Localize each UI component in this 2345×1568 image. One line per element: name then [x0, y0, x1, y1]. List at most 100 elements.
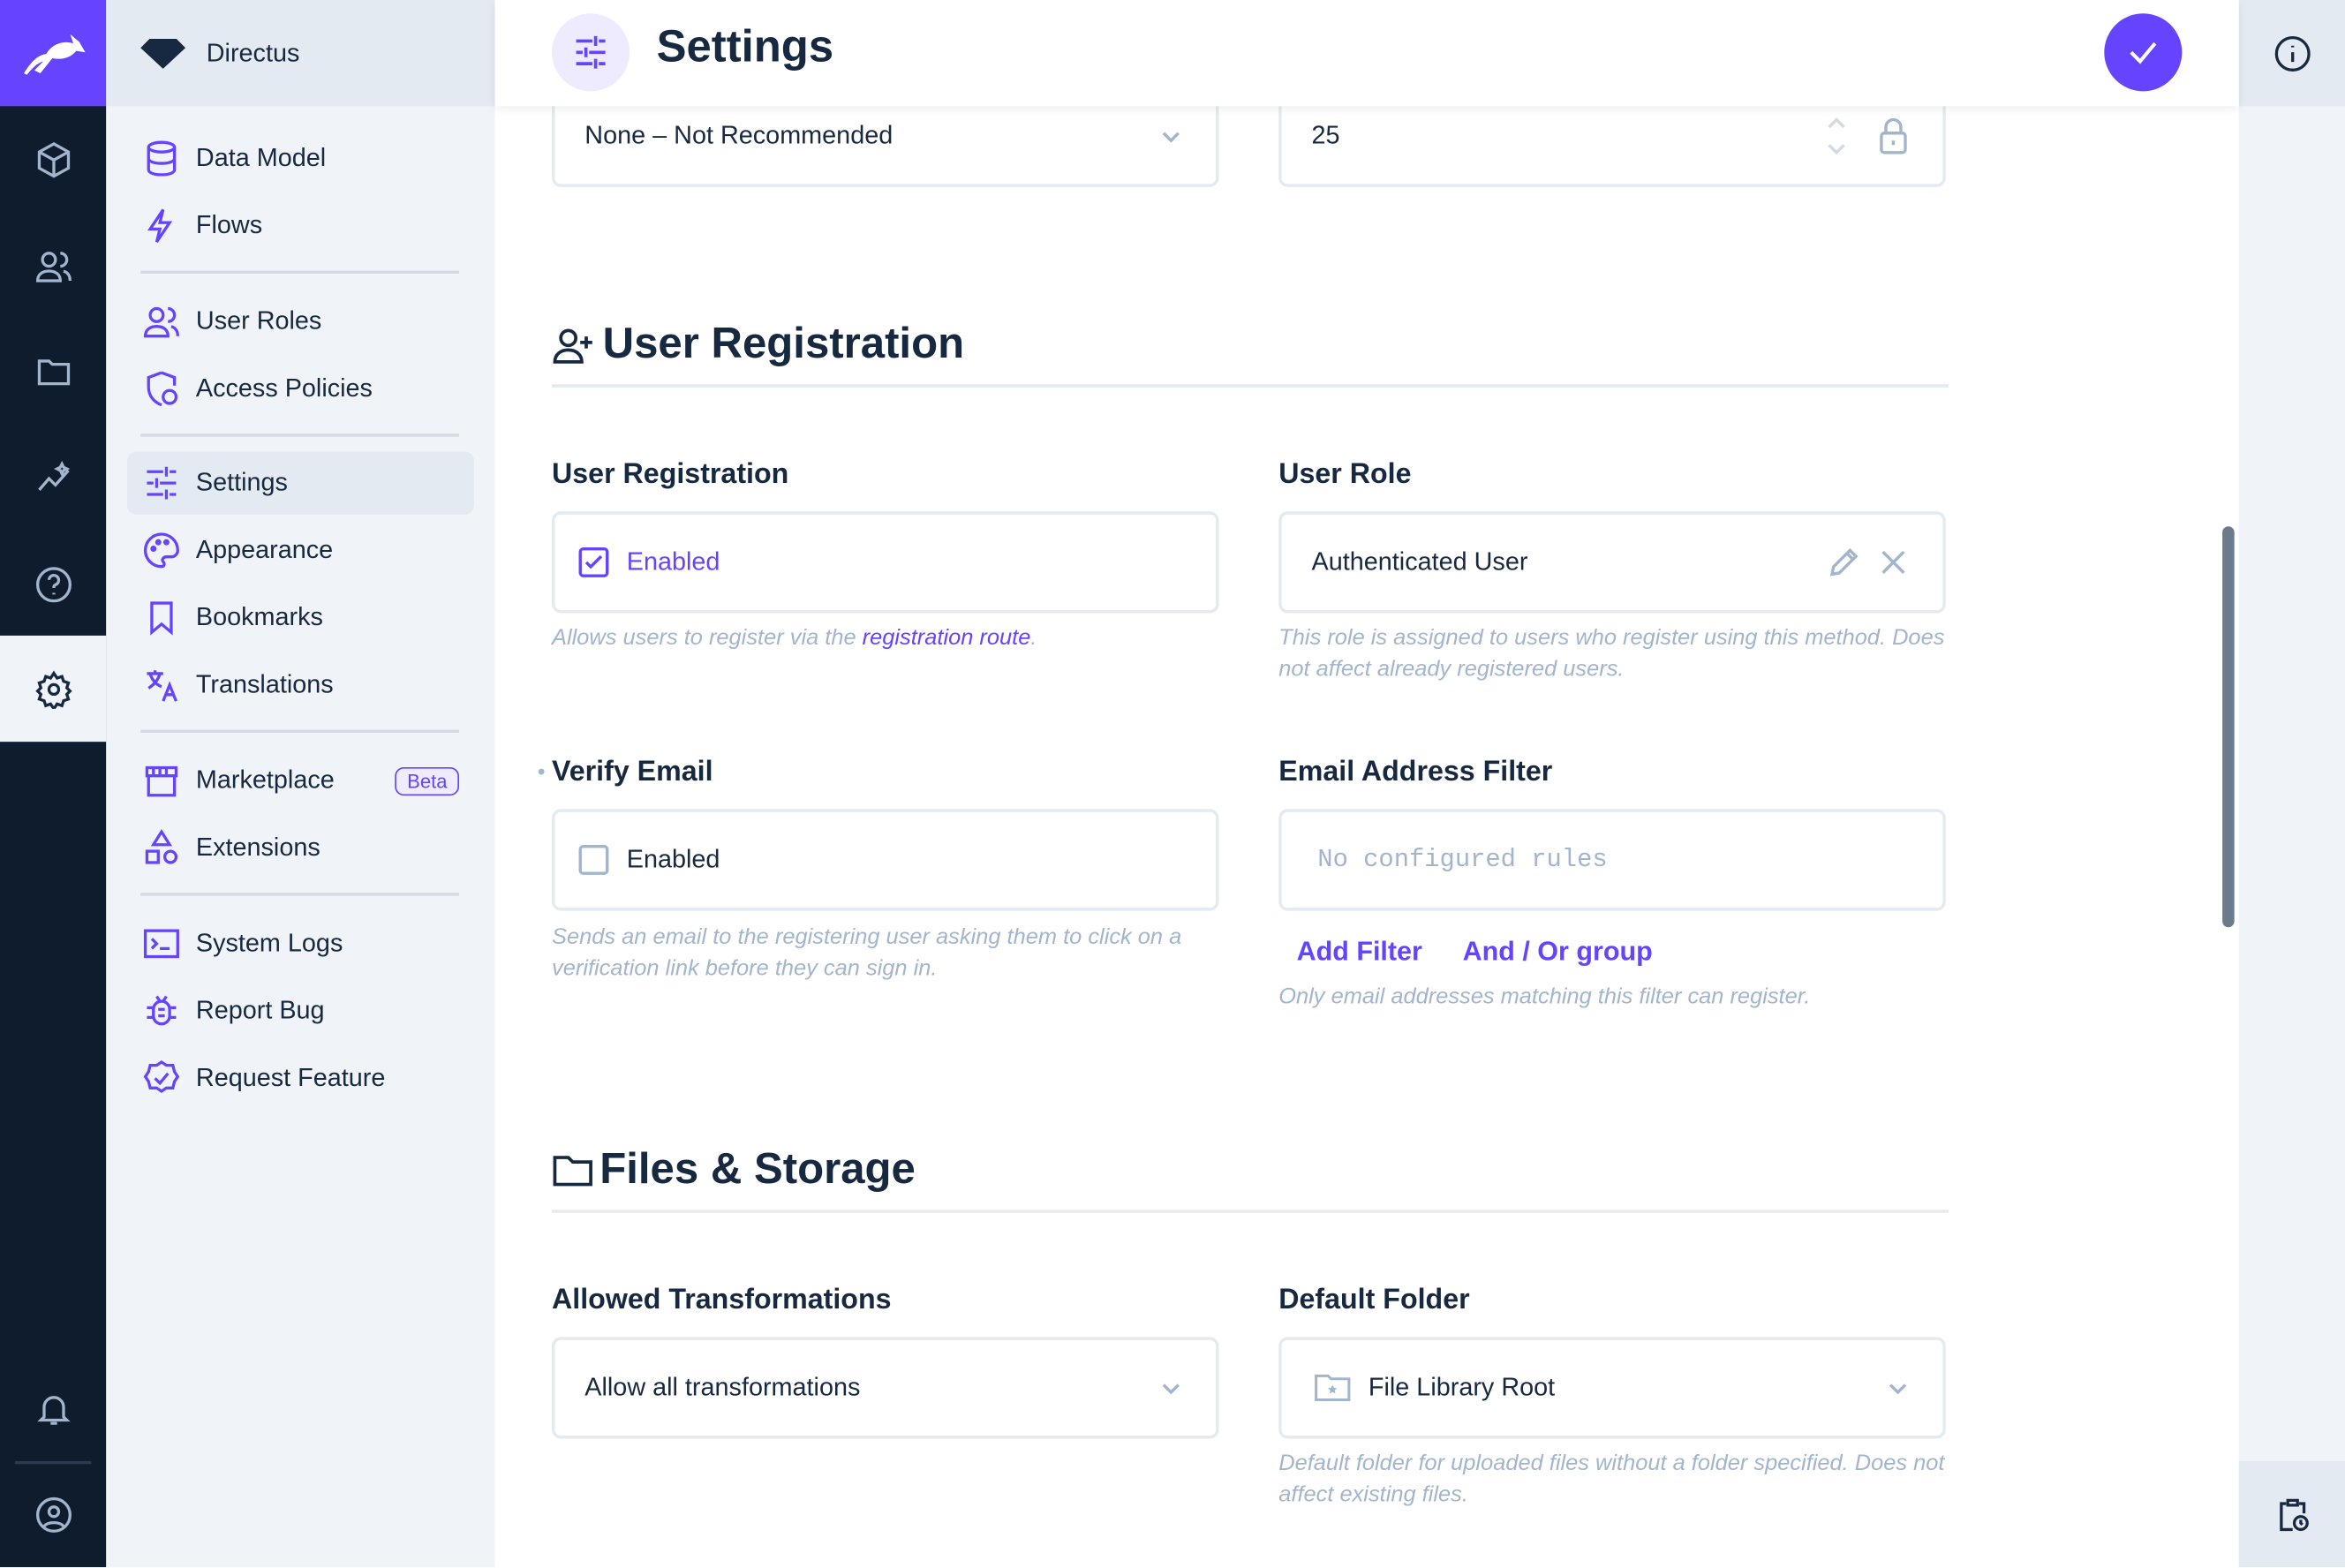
section-user-registration: User Registration [552, 320, 964, 369]
palette-icon [144, 532, 179, 569]
sidebar-right [2238, 0, 2345, 1568]
section-title: User Registration [602, 320, 965, 368]
sidebar-item-label: Appearance [195, 535, 334, 564]
store-icon [145, 765, 178, 797]
user-role-field[interactable]: Authenticated User [1278, 511, 1946, 614]
close-icon[interactable] [1880, 549, 1906, 576]
sidebar-item-label: Extensions [195, 833, 320, 862]
chevron-down-icon [1889, 1383, 1907, 1395]
sidebar-item-report-bug[interactable]: Report Bug [127, 979, 474, 1042]
sidebar-item-system-logs[interactable]: System Logs [127, 912, 474, 975]
sidebar-item-data-model[interactable]: Data Model [127, 127, 474, 190]
checkbox-checked-icon [578, 547, 609, 577]
users-icon[interactable] [0, 213, 106, 319]
checkbox-label: Enabled [626, 845, 720, 874]
bookmark-icon [150, 601, 173, 636]
project-switcher[interactable]: Directus [106, 0, 495, 107]
shapes-icon [145, 828, 178, 864]
sidebar-item-flows[interactable]: Flows [127, 194, 474, 257]
note-text: . [1030, 625, 1037, 651]
sidebar-item-label: Report Bug [195, 996, 325, 1025]
database-icon [147, 140, 177, 177]
sidebar-item-label: Settings [195, 468, 288, 497]
sidebar-divider [140, 433, 460, 437]
field-note: Allows users to register via the registr… [552, 622, 1218, 654]
sidebar-divider [140, 270, 460, 274]
sidebar-item-settings[interactable]: Settings [126, 451, 474, 515]
revisions-clipboard-icon[interactable] [2238, 1460, 2345, 1568]
sidebar-item-appearance[interactable]: Appearance [127, 519, 474, 582]
info-icon[interactable] [2238, 0, 2345, 107]
section-divider [552, 1210, 1949, 1213]
scrollbar[interactable] [2222, 526, 2235, 928]
sidebar-item-access-policies[interactable]: Access Policies [127, 358, 474, 420]
field-note: Sends an email to the registering user a… [552, 923, 1182, 982]
user-role-value: Authenticated User [1311, 547, 1528, 577]
bell-icon[interactable] [0, 1355, 106, 1461]
person-add-icon [553, 328, 592, 363]
input-value: 25 [1311, 121, 1340, 150]
sidebar-item-translations[interactable]: Translations [127, 653, 474, 716]
sidebar-item-label: Translations [195, 669, 334, 699]
content-box-icon[interactable] [0, 106, 106, 212]
user-registration-checkbox[interactable]: Enabled [552, 511, 1219, 614]
save-button[interactable] [2104, 13, 2183, 92]
directus-logo[interactable] [0, 0, 107, 107]
page-title: Settings [656, 22, 834, 72]
sidebar-item-label: Access Policies [195, 373, 373, 403]
module-bar [0, 0, 107, 1568]
add-group-button[interactable]: And / Or group [1462, 936, 1653, 967]
chevron-down-icon [1162, 1383, 1180, 1395]
project-name: Directus [206, 38, 300, 67]
main-content: None – Not Recommended 25 User Registrat… [494, 0, 2239, 1568]
select-value: File Library Root [1368, 1372, 1556, 1402]
translate-icon [147, 670, 177, 702]
sidebar-item-request-feature[interactable]: Request Feature [127, 1047, 474, 1110]
user-circle-icon[interactable] [0, 1461, 106, 1567]
diamond-icon [140, 38, 186, 69]
shield-icon [147, 371, 178, 407]
sidebar-item-extensions[interactable]: Extensions [127, 817, 474, 879]
verify-email-checkbox[interactable]: Enabled [552, 809, 1219, 911]
sidebar-item-bookmarks[interactable]: Bookmarks [127, 586, 474, 649]
registration-route-link[interactable]: registration route [862, 625, 1031, 651]
sliders-icon [147, 466, 177, 500]
default-folder-select[interactable]: File Library Root [1278, 1337, 1946, 1439]
field-note: Default folder for uploaded files withou… [1278, 1451, 1945, 1508]
check-icon [2130, 41, 2157, 64]
field-label: Email Address Filter [1278, 757, 1553, 788]
chevron-down-icon [1162, 132, 1180, 143]
field-label: User Registration [552, 459, 789, 491]
note-text: Allows users to register via the [552, 625, 863, 651]
nav-divider [14, 1460, 92, 1465]
field-label: Verify Email [552, 757, 713, 788]
folder-special-icon [1315, 1374, 1351, 1401]
settings-gear-icon[interactable] [0, 635, 107, 743]
field-label: Allowed Transformations [552, 1285, 892, 1316]
bolt-icon [147, 208, 173, 244]
sidebar-item-user-roles[interactable]: User Roles [127, 290, 474, 353]
sidebar-divider [140, 893, 460, 896]
edit-pencil-icon[interactable] [1826, 545, 1862, 581]
sidebar-divider [140, 729, 460, 734]
sidebar-item-label: Flows [195, 210, 263, 240]
beta-badge: Beta [395, 766, 460, 795]
add-filter-button[interactable]: Add Filter [1296, 936, 1422, 967]
sidebar-item-marketplace[interactable]: Marketplace Beta [127, 750, 474, 812]
field-label: User Role [1278, 459, 1412, 491]
help-icon[interactable] [0, 531, 106, 637]
sidebar-item-label: Data Model [195, 143, 327, 172]
allowed-transformations-select[interactable]: Allow all transformations [552, 1337, 1219, 1439]
terminal-icon [143, 929, 179, 959]
select-value: Allow all transformations [584, 1372, 861, 1402]
sidebar-item-label: Bookmarks [195, 602, 323, 631]
folder-icon[interactable] [0, 319, 106, 425]
stepper-arrows-icon[interactable] [1826, 115, 1847, 156]
users-icon [143, 306, 179, 338]
sidebar-item-label: User Roles [195, 306, 322, 335]
insights-icon[interactable] [0, 425, 106, 531]
email-filter-field[interactable]: No configured rules [1278, 809, 1946, 911]
settings-sidebar: Directus Data Model Flows User Roles Acc… [106, 0, 495, 1568]
bug-icon [147, 995, 177, 1026]
verified-icon [143, 1059, 180, 1093]
